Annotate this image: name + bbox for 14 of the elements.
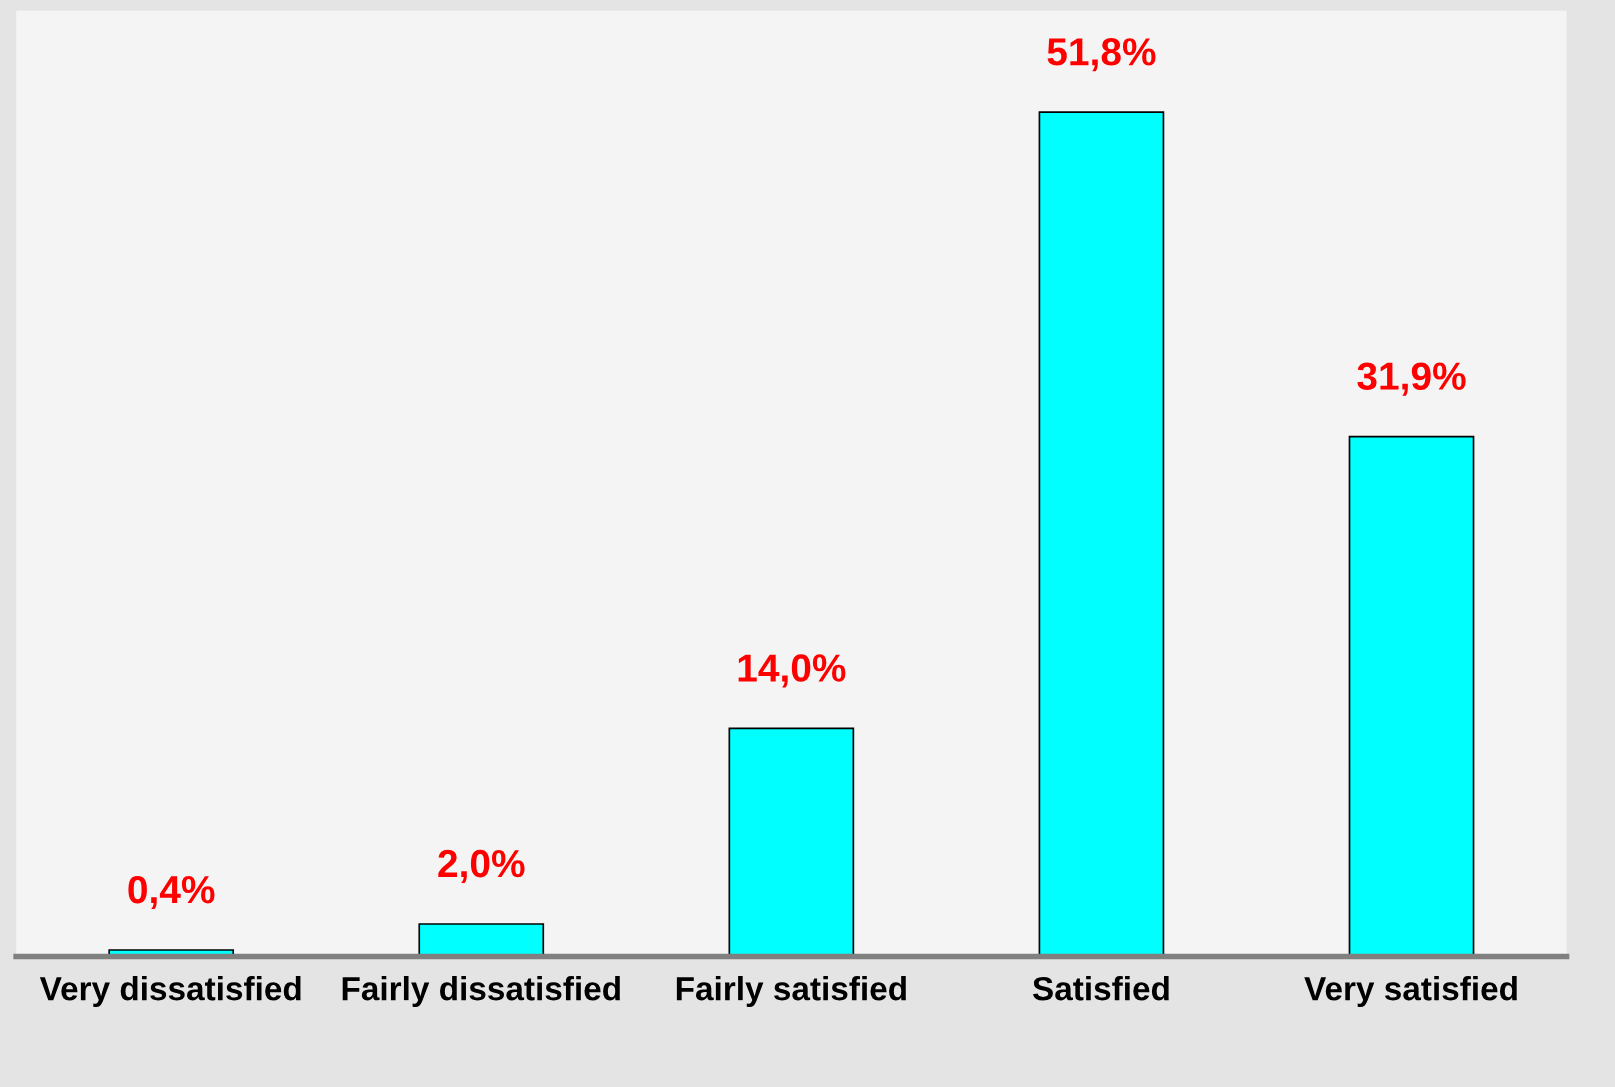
bar [1348, 435, 1475, 957]
data-label: 14,0% [738, 654, 846, 688]
bar [728, 727, 855, 957]
x-tick-label: Satisfied [1032, 976, 1169, 1001]
bar [1038, 111, 1165, 957]
data-label: 31,9% [1357, 362, 1466, 396]
x-tick-label: Very dissatisfied [39, 976, 301, 1008]
x-tick-label: Fairly dissatisfied [342, 976, 620, 1008]
data-label: 51,8% [1047, 38, 1156, 72]
x-tick-label: Very satisfied [1304, 976, 1517, 1008]
bar [418, 923, 545, 957]
data-label: 2,0% [438, 849, 525, 884]
x-tick-label: Fairly satisfied [676, 976, 906, 1008]
data-label: 0,4% [128, 875, 215, 910]
